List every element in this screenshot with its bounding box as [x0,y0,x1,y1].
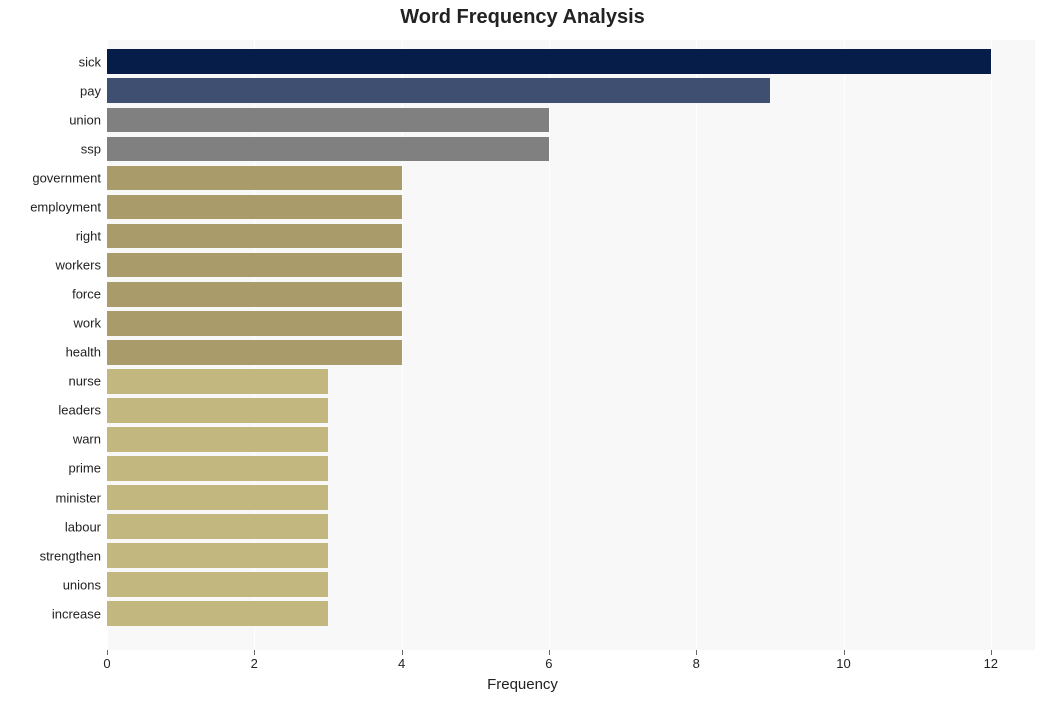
bar [107,253,402,278]
bar [107,572,328,597]
y-tick-label: nurse [68,374,101,389]
y-tick-label: sick [79,54,101,69]
y-tick-label: minister [55,490,101,505]
bar [107,282,402,307]
x-tick-label: 2 [251,656,258,671]
x-tick-label: 12 [984,656,998,671]
grid-line [844,40,845,650]
y-tick-label: labour [65,519,101,534]
x-tick [402,650,403,655]
y-tick-label: strengthen [40,548,101,563]
x-tick-label: 10 [836,656,850,671]
grid-line [991,40,992,650]
y-tick-label: leaders [58,403,101,418]
bar [107,427,328,452]
x-tick [696,650,697,655]
x-tick [844,650,845,655]
bar [107,485,328,510]
y-tick-label: pay [80,83,101,98]
x-tick [254,650,255,655]
bar [107,456,328,481]
bar [107,340,402,365]
chart-title: Word Frequency Analysis [0,6,1045,29]
y-tick-label: unions [63,577,101,592]
x-tick [107,650,108,655]
bar [107,311,402,336]
bar [107,108,549,133]
y-tick-label: health [66,345,101,360]
y-tick-label: force [72,287,101,302]
bar [107,369,328,394]
bar [107,224,402,249]
y-tick-label: increase [52,606,101,621]
grid-line [549,40,550,650]
x-tick-label: 6 [545,656,552,671]
bar [107,601,328,626]
x-tick [991,650,992,655]
y-tick-label: workers [55,258,101,273]
bar [107,49,991,74]
y-tick-label: prime [68,461,101,476]
chart-container: Word Frequency Analysis Frequency sick pa… [0,0,1045,701]
bar [107,514,328,539]
bar [107,78,770,103]
bar [107,543,328,568]
x-tick-label: 0 [103,656,110,671]
x-tick-label: 4 [398,656,405,671]
x-axis-label: Frequency [0,676,1045,693]
plot-area [107,40,1035,650]
bar [107,195,402,220]
x-tick-label: 8 [693,656,700,671]
bar [107,137,549,162]
bar [107,398,328,423]
bar [107,166,402,191]
y-tick-label: union [69,112,101,127]
y-tick-label: right [76,229,101,244]
x-tick [549,650,550,655]
grid-line [696,40,697,650]
y-tick-label: warn [73,432,101,447]
y-tick-label: work [74,316,101,331]
y-tick-label: government [32,170,101,185]
y-tick-label: employment [30,200,101,215]
y-tick-label: ssp [81,141,101,156]
